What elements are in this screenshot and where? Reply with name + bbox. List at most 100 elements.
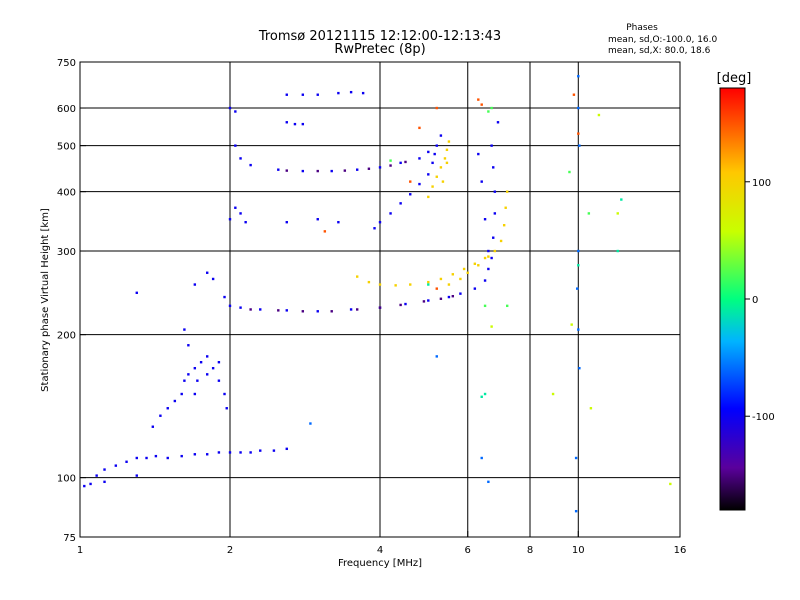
data-point bbox=[399, 303, 402, 307]
data-point bbox=[166, 407, 169, 410]
data-point bbox=[316, 310, 319, 313]
data-point bbox=[480, 395, 483, 398]
data-point bbox=[249, 163, 252, 167]
data-point bbox=[239, 451, 242, 454]
data-point bbox=[477, 152, 480, 156]
data-point bbox=[205, 271, 209, 274]
data-point bbox=[620, 198, 623, 201]
data-point bbox=[301, 122, 305, 126]
data-point bbox=[477, 264, 480, 267]
data-point bbox=[572, 93, 576, 96]
data-point bbox=[277, 309, 280, 312]
data-point bbox=[193, 366, 197, 370]
data-point bbox=[349, 308, 353, 311]
data-point bbox=[404, 160, 407, 164]
data-point bbox=[301, 93, 305, 96]
y-tick-label: 75 bbox=[63, 533, 76, 544]
phase-info-o: mean, sd,O:-100.0, 16.0 bbox=[608, 35, 718, 45]
data-point bbox=[487, 255, 490, 258]
data-point bbox=[427, 283, 430, 286]
data-point bbox=[439, 297, 443, 300]
data-point bbox=[103, 480, 106, 484]
data-point bbox=[447, 283, 451, 286]
data-point bbox=[205, 355, 209, 358]
data-point bbox=[389, 212, 392, 215]
data-point bbox=[301, 310, 305, 313]
data-point bbox=[487, 480, 490, 484]
data-point bbox=[462, 267, 466, 271]
data-point bbox=[285, 169, 288, 172]
data-point bbox=[323, 230, 327, 233]
data-point bbox=[443, 157, 447, 160]
data-point bbox=[504, 206, 507, 209]
x-tick-label: 6 bbox=[465, 545, 471, 556]
data-point bbox=[480, 456, 483, 460]
data-point bbox=[316, 93, 319, 96]
data-point bbox=[570, 323, 573, 326]
data-point bbox=[285, 93, 288, 96]
x-tick-label: 4 bbox=[377, 545, 383, 556]
x-axis-label: Frequency [MHz] bbox=[338, 558, 422, 569]
data-point bbox=[378, 283, 382, 286]
data-point bbox=[435, 106, 438, 110]
data-point bbox=[473, 287, 477, 290]
data-point bbox=[159, 414, 162, 417]
data-point bbox=[483, 279, 487, 282]
data-point bbox=[199, 361, 203, 364]
data-point bbox=[427, 195, 430, 199]
data-point bbox=[490, 256, 493, 260]
colorbar bbox=[719, 87, 746, 511]
data-point bbox=[439, 277, 443, 281]
x-tick-label: 10 bbox=[572, 545, 585, 556]
colorbar-tick-label: -100 bbox=[752, 412, 775, 423]
data-point bbox=[103, 468, 106, 471]
data-point bbox=[166, 456, 169, 460]
data-point bbox=[577, 75, 580, 78]
y-tick-label: 750 bbox=[57, 58, 76, 69]
colorbar-ticks: 100 0 -100 bbox=[745, 178, 775, 423]
data-point bbox=[616, 249, 619, 253]
data-point bbox=[187, 373, 190, 376]
data-point bbox=[228, 451, 232, 454]
data-point bbox=[389, 159, 392, 162]
data-point bbox=[427, 299, 430, 302]
data-point bbox=[309, 422, 312, 425]
data-point bbox=[378, 166, 382, 169]
chart-subtitle: RwPretec (8p) bbox=[334, 42, 425, 57]
data-point bbox=[576, 287, 579, 290]
colorbar-tick-label: 0 bbox=[752, 295, 758, 306]
data-point bbox=[418, 126, 421, 130]
data-point bbox=[244, 220, 247, 224]
data-point bbox=[451, 273, 455, 276]
x-tick-label: 2 bbox=[227, 545, 233, 556]
data-point bbox=[445, 148, 449, 152]
data-point bbox=[483, 304, 487, 308]
data-point bbox=[272, 449, 276, 452]
data-point bbox=[83, 484, 86, 488]
data-point bbox=[196, 379, 199, 382]
data-point bbox=[433, 152, 436, 156]
data-point bbox=[466, 271, 469, 274]
data-point bbox=[285, 121, 288, 124]
data-point bbox=[577, 249, 580, 253]
data-point bbox=[234, 110, 237, 113]
data-point bbox=[578, 144, 581, 147]
data-point bbox=[180, 454, 183, 458]
y-tick-label: 100 bbox=[57, 474, 76, 485]
data-point bbox=[435, 175, 438, 178]
y-tick-label: 600 bbox=[57, 104, 76, 115]
data-point bbox=[483, 256, 487, 260]
x-tick-label: 16 bbox=[674, 545, 687, 556]
data-point bbox=[616, 212, 619, 215]
phase-info-heading: Phases bbox=[626, 23, 658, 33]
data-point bbox=[409, 283, 412, 286]
data-point bbox=[422, 300, 426, 303]
data-point bbox=[223, 392, 226, 396]
data-point bbox=[239, 306, 242, 309]
data-point bbox=[259, 308, 262, 311]
data-point bbox=[439, 166, 443, 169]
data-point bbox=[249, 451, 252, 454]
data-point bbox=[551, 392, 555, 396]
data-point bbox=[490, 325, 493, 328]
data-point bbox=[154, 454, 158, 458]
